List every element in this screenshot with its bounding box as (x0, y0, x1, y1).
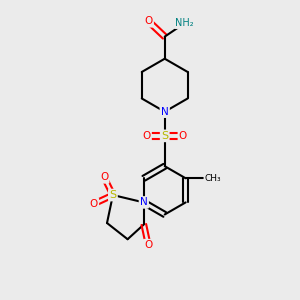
Text: S: S (161, 131, 168, 141)
Text: O: O (144, 240, 152, 250)
Text: CH₃: CH₃ (204, 174, 221, 183)
Text: O: O (90, 199, 98, 209)
Text: O: O (100, 172, 108, 182)
Text: NH₂: NH₂ (175, 18, 194, 28)
Text: O: O (144, 16, 153, 26)
Text: S: S (109, 190, 116, 200)
Text: N: N (161, 107, 169, 117)
Text: N: N (140, 197, 148, 207)
Text: O: O (179, 131, 187, 141)
Text: O: O (142, 131, 151, 141)
